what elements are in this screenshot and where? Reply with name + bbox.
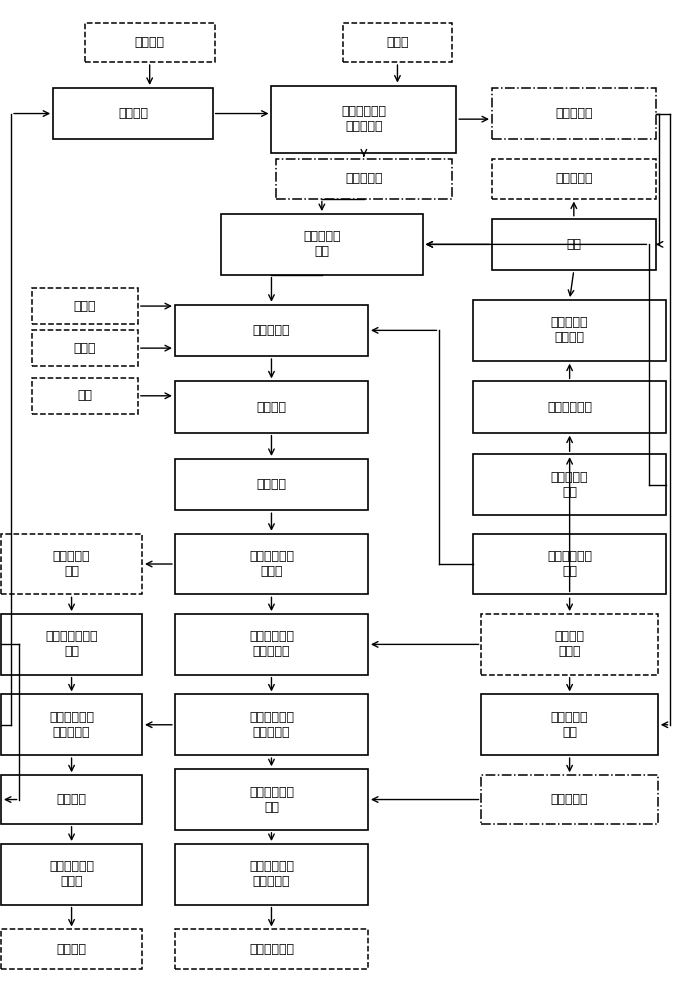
Text: 粉煤灰: 粉煤灰 bbox=[386, 36, 409, 49]
FancyBboxPatch shape bbox=[32, 288, 138, 324]
Text: 硬确钙石分离
洗溤及烘干: 硬确钙石分离 洗溤及烘干 bbox=[249, 860, 294, 888]
Text: 永石合成: 永石合成 bbox=[57, 793, 87, 806]
Text: 含确铝酸钙溶液
精制: 含确铝酸钙溶液 精制 bbox=[45, 630, 98, 658]
FancyBboxPatch shape bbox=[1, 534, 142, 594]
Text: 产品永石: 产品永石 bbox=[57, 943, 87, 956]
Text: 铝酸钙溶液
精制: 铝酸钙溶液 精制 bbox=[551, 471, 588, 499]
FancyBboxPatch shape bbox=[53, 88, 213, 139]
FancyBboxPatch shape bbox=[175, 459, 368, 510]
Text: 焙烧: 焙烧 bbox=[566, 238, 581, 251]
Text: 氢氧化铝分解: 氢氧化铝分解 bbox=[547, 401, 592, 414]
FancyBboxPatch shape bbox=[1, 844, 142, 905]
FancyBboxPatch shape bbox=[1, 775, 142, 824]
FancyBboxPatch shape bbox=[1, 614, 142, 675]
FancyBboxPatch shape bbox=[473, 381, 667, 433]
FancyBboxPatch shape bbox=[1, 694, 142, 755]
Text: 低确氢氧化钙
稀溶液蜡发: 低确氢氧化钙 稀溶液蜡发 bbox=[49, 711, 94, 739]
FancyBboxPatch shape bbox=[272, 86, 456, 153]
FancyBboxPatch shape bbox=[175, 769, 368, 830]
Text: 化学选矿及固
液分离洗溤: 化学选矿及固 液分离洗溤 bbox=[341, 105, 387, 133]
Text: 永石分离洗溤
及烘干: 永石分离洗溤 及烘干 bbox=[49, 860, 94, 888]
FancyBboxPatch shape bbox=[473, 534, 667, 594]
Text: 确酸二钙分离
及洗溤: 确酸二钙分离 及洗溤 bbox=[249, 550, 294, 578]
FancyBboxPatch shape bbox=[473, 300, 667, 361]
Text: 石灰石: 石灰石 bbox=[74, 300, 96, 313]
FancyBboxPatch shape bbox=[175, 381, 368, 433]
Text: 氢氧化钙: 氢氧化钙 bbox=[135, 36, 165, 49]
Text: 确酸钙溶液
精制: 确酸钙溶液 精制 bbox=[551, 711, 588, 739]
FancyBboxPatch shape bbox=[492, 159, 656, 199]
Text: 产品硬确钙石: 产品硬确钙石 bbox=[249, 943, 294, 956]
FancyBboxPatch shape bbox=[492, 219, 656, 270]
FancyBboxPatch shape bbox=[32, 330, 138, 366]
Text: 水热合成硬确
钙石前驱体: 水热合成硬确 钙石前驱体 bbox=[249, 630, 294, 658]
FancyBboxPatch shape bbox=[221, 214, 422, 275]
Text: 粉煤灰精矿: 粉煤灰精矿 bbox=[345, 172, 383, 185]
Text: 熟料溶出: 熟料溶出 bbox=[256, 478, 287, 491]
Text: 烟煤: 烟煤 bbox=[78, 389, 93, 402]
FancyBboxPatch shape bbox=[481, 614, 658, 675]
Text: 含确铝酸钙
溶液: 含确铝酸钙 溶液 bbox=[53, 550, 91, 578]
Text: 确酸钙粗液: 确酸钙粗液 bbox=[555, 107, 593, 120]
FancyBboxPatch shape bbox=[492, 88, 656, 139]
FancyBboxPatch shape bbox=[343, 23, 452, 62]
FancyBboxPatch shape bbox=[276, 159, 452, 199]
Text: 产品氧化铝: 产品氧化铝 bbox=[555, 172, 593, 185]
Text: 生料浆制备: 生料浆制备 bbox=[253, 324, 290, 337]
Text: 铝酸钙分解
溶液蜡发: 铝酸钙分解 溶液蜡发 bbox=[551, 316, 588, 344]
FancyBboxPatch shape bbox=[473, 454, 667, 515]
Text: 熟料烧结: 熟料烧结 bbox=[256, 401, 287, 414]
FancyBboxPatch shape bbox=[175, 929, 368, 969]
FancyBboxPatch shape bbox=[481, 775, 658, 824]
FancyBboxPatch shape bbox=[481, 694, 658, 755]
Text: 硷浸渣分离及
洗溤: 硷浸渣分离及 洗溤 bbox=[547, 550, 592, 578]
FancyBboxPatch shape bbox=[1, 929, 142, 969]
FancyBboxPatch shape bbox=[84, 23, 215, 62]
FancyBboxPatch shape bbox=[175, 305, 368, 356]
FancyBboxPatch shape bbox=[175, 844, 368, 905]
Text: 水热合成硬确
钙石: 水热合成硬确 钙石 bbox=[249, 786, 294, 814]
Text: 确酸钙精液: 确酸钙精液 bbox=[551, 793, 588, 806]
FancyBboxPatch shape bbox=[175, 534, 368, 594]
Text: 确酸二钙
洗溤料: 确酸二钙 洗溤料 bbox=[554, 630, 585, 658]
Text: 硬确钙石前驱
体分离洗溤: 硬确钙石前驱 体分离洗溤 bbox=[249, 711, 294, 739]
Text: 硷浸及常压
脱硅: 硷浸及常压 脱硅 bbox=[303, 230, 341, 258]
FancyBboxPatch shape bbox=[32, 378, 138, 414]
FancyBboxPatch shape bbox=[175, 614, 368, 675]
Text: 选矿溶剂: 选矿溶剂 bbox=[118, 107, 148, 120]
Text: 无烟煤: 无烟煤 bbox=[74, 342, 96, 355]
FancyBboxPatch shape bbox=[175, 694, 368, 755]
